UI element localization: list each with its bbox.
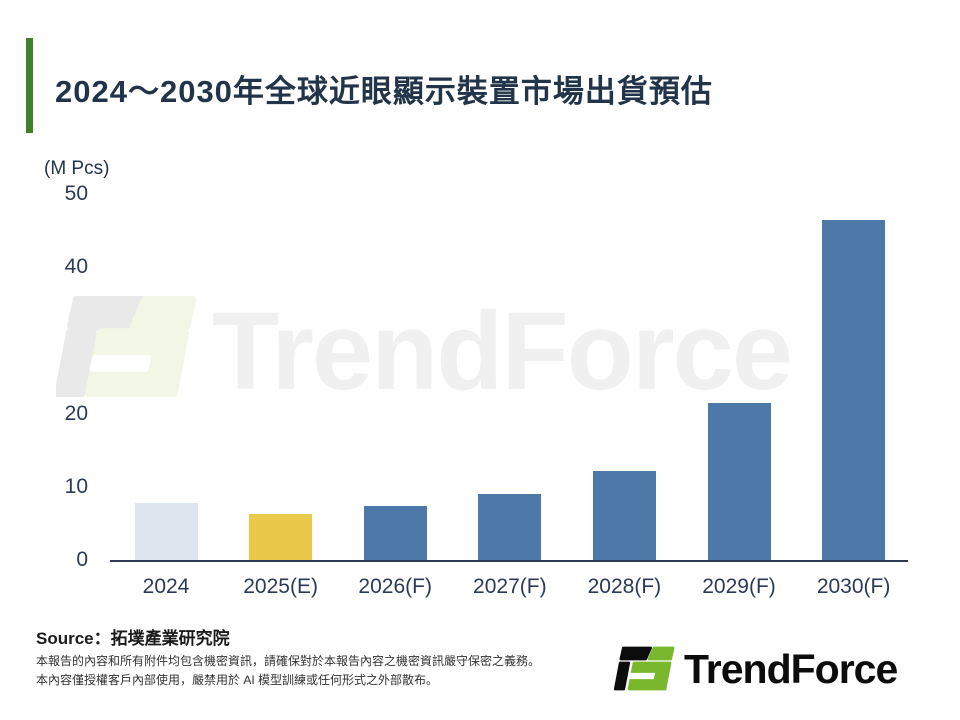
y-axis-label-20: 20: [64, 402, 88, 425]
y-axis-label-10: 10: [64, 475, 88, 498]
x-axis-label-2030(F): 2030(F): [816, 575, 891, 598]
y-axis-unit-label: (M Pcs): [44, 158, 110, 179]
x-axis-label-2029(F): 2029(F): [702, 575, 776, 598]
bar-2026(F): [363, 506, 427, 560]
y-axis-label-50: 50: [64, 182, 88, 205]
bar-2028(F): [592, 471, 656, 560]
plot-area: [110, 194, 908, 562]
bar-2027(F): [478, 494, 542, 560]
page-title: 2024～2030年全球近眼顯示裝置市場出貨預估: [55, 74, 713, 109]
watermark-text: TrendForce: [212, 290, 793, 413]
source-label: Source：拓墣產業研究院: [36, 629, 230, 648]
disclaimer: 本報告的內容和所有附件均包含機密資訊，請確保對於本報告內容之機密資訊嚴守保密之義…: [36, 652, 540, 690]
x-axis-label-2025(E): 2025(E): [243, 575, 318, 598]
y-axis-label-0: 0: [76, 548, 88, 571]
x-axis-label-2026(F): 2026(F): [358, 575, 432, 598]
bar-2030(F): [822, 220, 886, 560]
brand-logo: TrendForce: [613, 646, 898, 693]
title-accent-bar: [26, 38, 33, 133]
watermark: TrendForce: [56, 296, 793, 407]
x-axis: 2024 2025(E) 2026(F) 2027(F) 2028(F) 2029(F) 2…: [110, 574, 908, 604]
trendforce-logo-wordmark: TrendForce: [684, 646, 898, 692]
x-axis-line: [110, 560, 908, 562]
bar-2025(E): [249, 514, 313, 560]
bar-2024: [134, 503, 198, 560]
trendforce-logo-icon: [613, 646, 675, 691]
watermark-trendforce-icon: [56, 296, 196, 397]
disclaimer-line-1: 本報告的內容和所有附件均包含機密資訊，請確保對於本報告內容之機密資訊嚴守保密之義…: [36, 654, 541, 668]
bar-2029(F): [707, 403, 771, 560]
disclaimer-line-2: 本內容僅授權客戶內部使用，嚴禁用於 AI 模型訓練或任何形式之外部散布。: [36, 673, 439, 687]
x-axis-label-2024: 2024: [142, 575, 190, 598]
x-axis-label-2028(F): 2028(F): [587, 575, 662, 598]
x-axis-label-2027(F): 2027(F): [473, 575, 547, 598]
y-axis-label-40: 40: [64, 255, 88, 278]
